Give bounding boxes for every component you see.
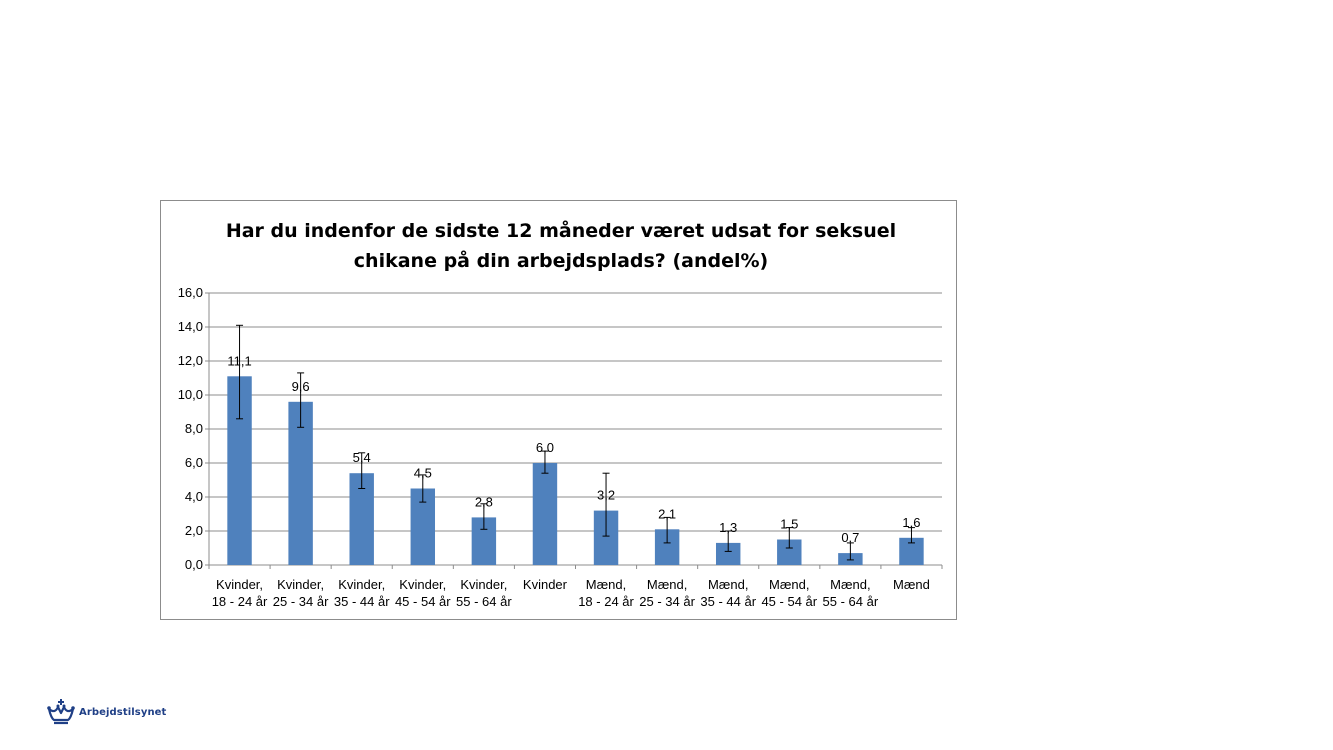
y-tick-label: 12,0	[178, 353, 203, 368]
category-label: Mænd,	[647, 577, 687, 592]
category-label: Mænd	[893, 577, 930, 592]
category-label: Mænd,	[830, 577, 870, 592]
arbejdstilsynet-logo: Arbejdstilsynet	[46, 697, 166, 727]
y-tick-label: 0,0	[185, 557, 203, 572]
crown-icon	[47, 699, 75, 725]
category-label: 18 - 24 år	[212, 594, 268, 609]
chart-frame: Har du indenfor de sidste 12 måneder vær…	[160, 200, 957, 620]
category-label: 18 - 24 år	[578, 594, 634, 609]
category-label: 55 - 64 år	[456, 594, 512, 609]
category-label: Kvinder,	[216, 577, 263, 592]
data-label: 3,2	[597, 488, 615, 503]
category-label: Kvinder,	[399, 577, 446, 592]
data-label: 11,1	[227, 353, 251, 368]
data-label: 2,8	[475, 494, 493, 509]
bar	[715, 542, 741, 565]
category-label: 25 - 34 år	[273, 594, 329, 609]
category-label: Kvinder,	[338, 577, 385, 592]
data-label: 1,3	[719, 520, 737, 535]
data-label: 4,5	[414, 466, 432, 481]
data-label: 5,4	[353, 450, 371, 465]
bar-chart: Har du indenfor de sidste 12 måneder vær…	[178, 218, 943, 609]
data-label: 0,7	[841, 530, 859, 545]
chart-title-line: Har du indenfor de sidste 12 måneder vær…	[226, 218, 896, 242]
category-label: 55 - 64 år	[823, 594, 879, 609]
category-label: 35 - 44 år	[700, 594, 756, 609]
category-label: Mænd,	[586, 577, 626, 592]
data-label: 2,1	[658, 506, 676, 521]
y-tick-label: 10,0	[178, 387, 203, 402]
category-label: 45 - 54 år	[761, 594, 817, 609]
data-label: 9,6	[292, 379, 310, 394]
bar	[288, 401, 313, 565]
category-label: Mænd,	[708, 577, 748, 592]
data-label: 1,6	[902, 515, 920, 530]
y-tick-label: 16,0	[178, 285, 203, 300]
logo-text: Arbejdstilsynet	[79, 706, 167, 718]
category-label: Kvinder	[523, 577, 568, 592]
data-label: 6,0	[536, 440, 554, 455]
chart-title-line: chikane på din arbejdsplads? (andel%)	[354, 248, 768, 272]
category-label: 35 - 44 år	[334, 594, 390, 609]
data-label: 1,5	[780, 517, 798, 532]
category-label: Mænd,	[769, 577, 809, 592]
y-tick-label: 14,0	[178, 319, 203, 334]
category-label: Kvinder,	[277, 577, 324, 592]
y-tick-label: 6,0	[185, 455, 203, 470]
category-label: 25 - 34 år	[639, 594, 695, 609]
y-tick-label: 2,0	[185, 523, 203, 538]
bar	[532, 463, 558, 565]
category-label: 45 - 54 år	[395, 594, 451, 609]
y-tick-label: 8,0	[185, 421, 203, 436]
category-label: Kvinder,	[460, 577, 507, 592]
y-tick-label: 4,0	[185, 489, 203, 504]
